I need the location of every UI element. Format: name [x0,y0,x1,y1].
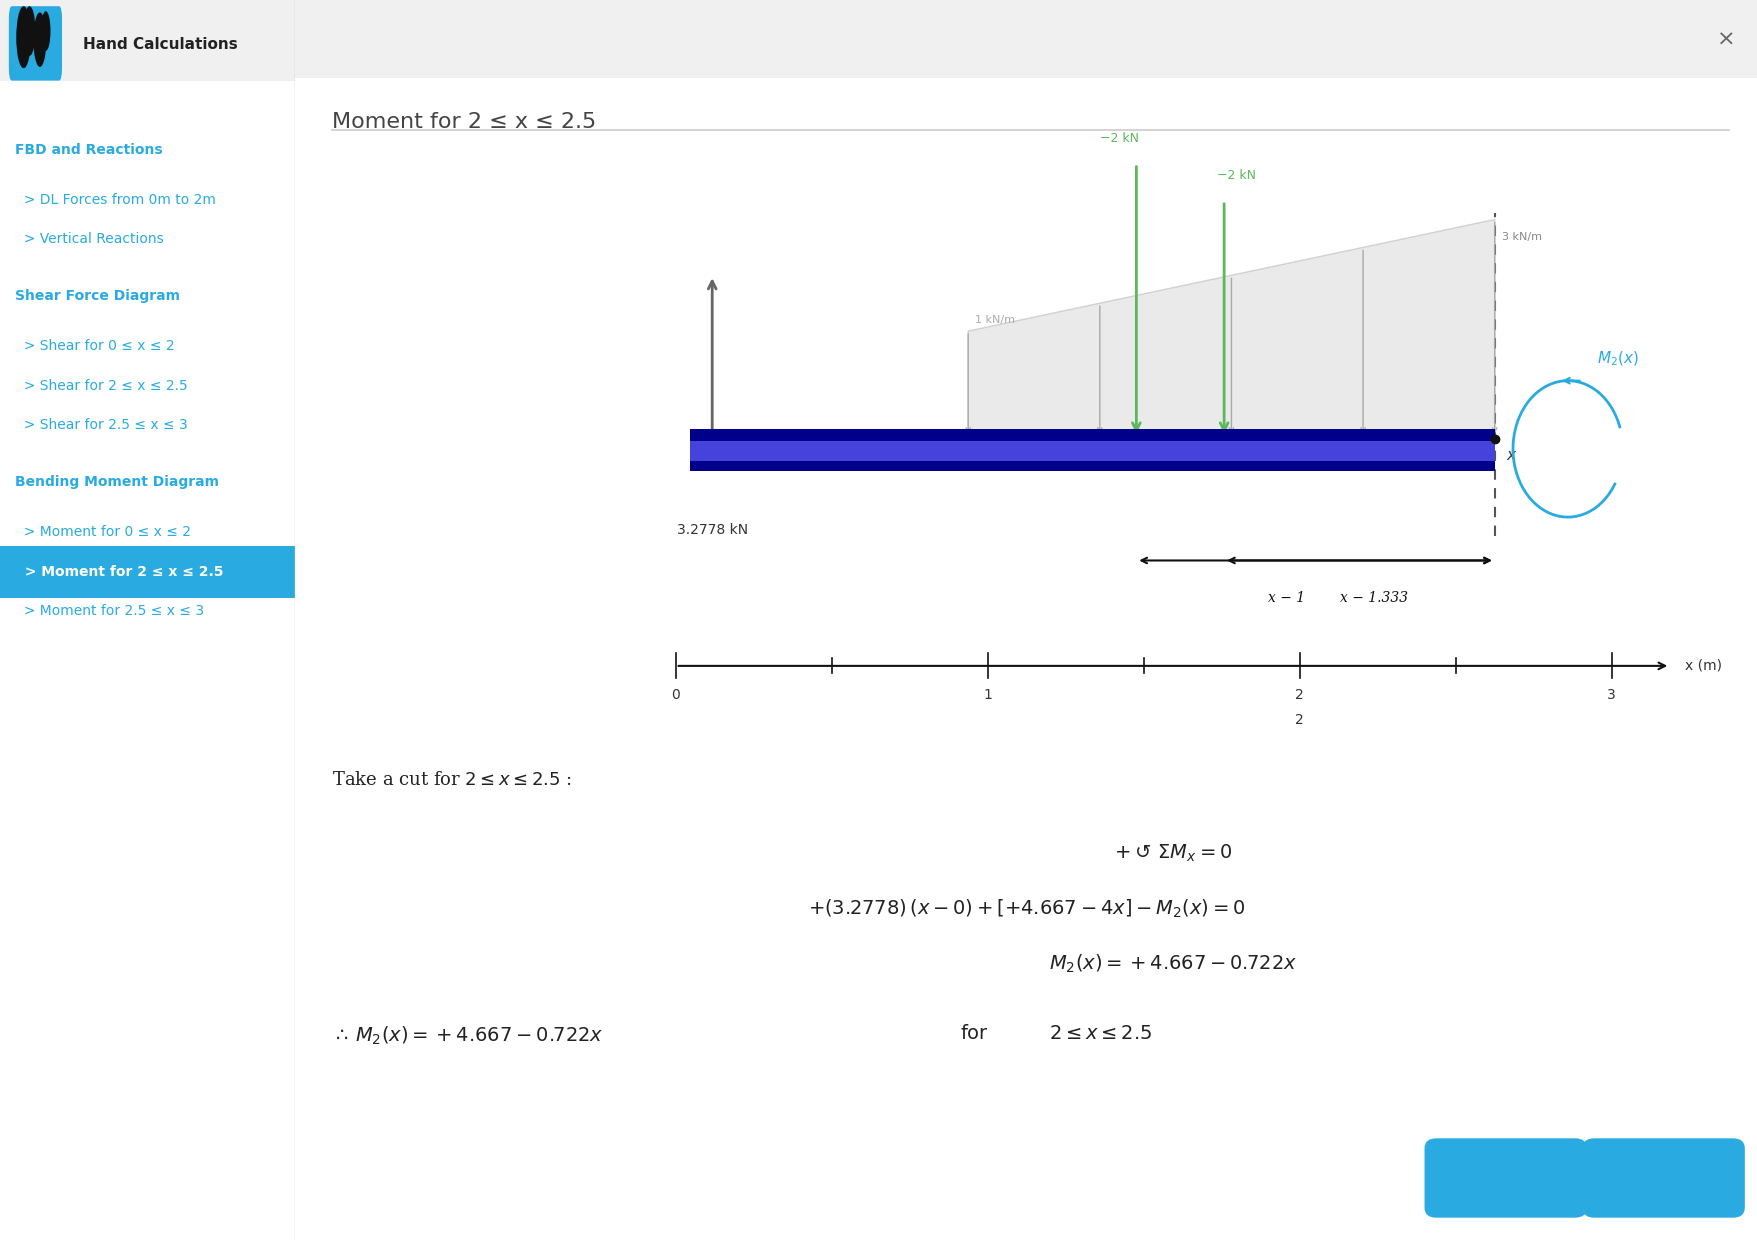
Text: −2 kN: −2 kN [1100,133,1139,145]
Text: 2: 2 [1295,713,1304,727]
Bar [295,0,1757,78]
Bar [691,429,1493,441]
Circle shape [40,11,51,51]
Bar [0,0,295,81]
Text: x − 1: x − 1 [1267,591,1304,605]
Text: Shear Force Diagram: Shear Force Diagram [14,289,179,304]
Polygon shape [968,219,1493,436]
Text: > Shear for 2.5 ≤ x ≤ 3: > Shear for 2.5 ≤ x ≤ 3 [14,418,188,433]
Text: x (m): x (m) [1683,658,1720,673]
Text: > DL Forces from 0m to 2m: > DL Forces from 0m to 2m [14,192,216,207]
Circle shape [33,12,46,67]
FancyBboxPatch shape [1581,1138,1745,1218]
Text: NEXT: NEXT [1639,1171,1685,1185]
Text: x: x [1506,448,1515,463]
Text: x − 1.333: x − 1.333 [1339,591,1407,605]
Text: > Moment for 0 ≤ x ≤ 2: > Moment for 0 ≤ x ≤ 2 [14,525,192,539]
Text: > Moment for 2.5 ≤ x ≤ 3: > Moment for 2.5 ≤ x ≤ 3 [14,604,204,619]
Text: 2: 2 [1295,688,1304,702]
Text: Hand Calculations: Hand Calculations [83,37,237,52]
Bar [691,461,1493,471]
Text: for: for [961,1024,987,1043]
Text: $+ \circlearrowleft \,\Sigma M_x = 0$: $+ \circlearrowleft \,\Sigma M_x = 0$ [1114,843,1232,864]
Text: 3: 3 [1606,688,1615,702]
FancyBboxPatch shape [1423,1138,1587,1218]
Text: 1 kN/m: 1 kN/m [975,315,1016,325]
FancyBboxPatch shape [9,6,61,81]
Circle shape [23,6,35,56]
Text: 0: 0 [671,688,680,702]
Text: −2 kN: −2 kN [1216,170,1254,182]
Circle shape [16,6,32,68]
Text: $2 \leq x \leq 2.5$: $2 \leq x \leq 2.5$ [1047,1024,1151,1043]
Text: 1: 1 [982,688,991,702]
Text: Moment for 2 ≤ x ≤ 2.5: Moment for 2 ≤ x ≤ 2.5 [332,112,596,131]
Text: $M_2(x)=+4.667-0.722x$: $M_2(x)=+4.667-0.722x$ [1049,952,1297,975]
Bar [0,546,295,598]
Text: FBD and Reactions: FBD and Reactions [14,143,162,157]
Bar [691,436,1493,461]
Text: $+(3.2778)\,(x-0)+[+4.667-4x]-M_2(x)=0$: $+(3.2778)\,(x-0)+[+4.667-4x]-M_2(x)=0$ [808,898,1244,920]
Text: $\therefore\,M_2(x)=+4.667-0.722x$: $\therefore\,M_2(x)=+4.667-0.722x$ [332,1024,603,1047]
Text: $M_2(x)$: $M_2(x)$ [1595,350,1638,368]
Text: > Shear for 0 ≤ x ≤ 2: > Shear for 0 ≤ x ≤ 2 [14,339,174,353]
Text: > Moment for 2 ≤ x ≤ 2.5: > Moment for 2 ≤ x ≤ 2.5 [14,564,223,579]
Text: BACK: BACK [1481,1171,1529,1185]
Text: > Vertical Reactions: > Vertical Reactions [14,232,163,247]
Bar [691,456,1493,471]
Text: ×: × [1715,30,1734,50]
Text: > Shear for 2 ≤ x ≤ 2.5: > Shear for 2 ≤ x ≤ 2.5 [14,378,188,393]
Text: 3.2778 kN: 3.2778 kN [676,523,747,537]
Text: Take a cut for $2 \leq x \leq 2.5$ :: Take a cut for $2 \leq x \leq 2.5$ : [332,771,571,790]
Text: 3 kN/m: 3 kN/m [1500,232,1541,242]
Text: Bending Moment Diagram: Bending Moment Diagram [14,475,218,490]
